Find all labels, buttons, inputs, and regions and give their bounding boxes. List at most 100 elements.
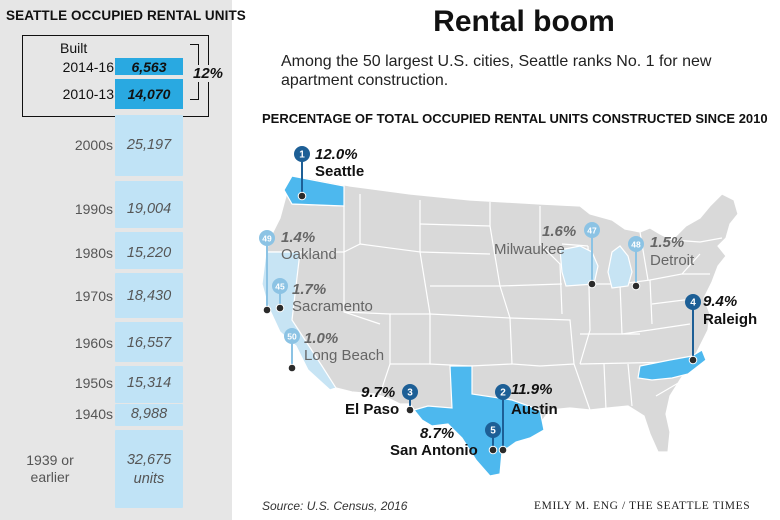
bar-value-1939-or-earlier: 32,675 xyxy=(126,452,172,468)
category-2014-16: 2014-16 xyxy=(62,59,114,75)
category-1990s: 1990s xyxy=(74,201,113,217)
city-dot-1 xyxy=(498,445,508,455)
rank-number-7: 48 xyxy=(631,240,641,250)
bar-value-2014-16: 6,563 xyxy=(131,59,167,75)
rank-badge-4 xyxy=(485,422,501,438)
city-dot-5 xyxy=(275,303,285,313)
name-sanantonio: San Antonio xyxy=(390,442,478,459)
credit-line: EMILY M. ENG / THE SEATTLE TIMES xyxy=(534,500,751,512)
source-note: Source: U.S. Census, 2016 xyxy=(262,499,408,513)
rank-number-2: 3 xyxy=(407,388,413,399)
city-dot-2 xyxy=(405,405,415,415)
pct-elpaso: 9.7% xyxy=(361,384,396,401)
pct-raleigh: 9.4% xyxy=(703,293,738,310)
label-milwaukee: 1.6% xyxy=(542,223,576,240)
name-oakland: Oakland xyxy=(281,246,337,263)
recent-share-label: 12% xyxy=(191,65,226,82)
label-seattle: 12.0% xyxy=(315,146,358,163)
label-elpaso: 9.7% xyxy=(361,384,395,401)
rank-number-3: 4 xyxy=(690,298,696,309)
bar-value-1950s: 15,314 xyxy=(126,375,172,391)
city-dot-4 xyxy=(488,445,498,455)
rank-badge-0 xyxy=(294,146,310,162)
pct-sanantonio: 8.7% xyxy=(420,425,455,442)
bar-1970s xyxy=(115,273,183,318)
rank-number-4: 5 xyxy=(490,426,496,437)
name-detroit: Detroit xyxy=(650,252,695,269)
pct-seattle: 12.0% xyxy=(315,146,358,163)
city-dot-3 xyxy=(688,355,698,365)
bar-1939-or-earlier xyxy=(115,430,183,508)
city-dot-9 xyxy=(287,363,297,373)
bar-unit-label: units xyxy=(133,471,165,487)
label-sacramento: 1.7% xyxy=(292,281,326,298)
pct-longbeach: 1.0% xyxy=(304,330,339,347)
rank-badge-7 xyxy=(628,236,644,252)
bar-value-1970s: 18,430 xyxy=(126,288,172,304)
name-sacramento: Sacramento xyxy=(292,298,373,315)
rank-badge-5 xyxy=(272,278,288,294)
bar-1940s xyxy=(115,404,183,426)
pct-milwaukee: 1.6% xyxy=(542,223,577,240)
bar-value-1980s: 15,220 xyxy=(126,245,172,261)
bar-1980s xyxy=(115,232,183,269)
rank-number-1: 2 xyxy=(500,388,506,399)
city-dot-6 xyxy=(587,279,597,289)
name-seattle: Seattle xyxy=(315,163,365,180)
rank-badge-8 xyxy=(259,230,275,246)
label-sanantonio: 8.7% xyxy=(420,425,454,442)
category-1980s: 1980s xyxy=(74,245,113,261)
label-raleigh: 9.4% xyxy=(703,293,737,310)
bar-2010-13 xyxy=(115,79,183,109)
label-austin: 11.9% xyxy=(511,381,552,398)
bar-1960s xyxy=(115,322,183,362)
bar-1990s xyxy=(115,181,183,228)
bar-value-1990s: 19,004 xyxy=(126,201,172,217)
rank-number-6: 47 xyxy=(587,226,597,236)
north-carolina-state xyxy=(637,349,707,381)
built-label: Built xyxy=(60,40,88,56)
name-elpaso: El Paso xyxy=(345,401,400,418)
bar-value-1960s: 16,557 xyxy=(126,335,172,351)
category-1950s: 1950s xyxy=(74,375,113,391)
texas-state xyxy=(412,365,545,477)
pct-austin: 11.9% xyxy=(511,381,553,398)
rank-badge-1 xyxy=(495,384,511,400)
rank-number-5: 45 xyxy=(275,282,285,292)
rank-badge-9 xyxy=(284,328,300,344)
bar-value-2010-13: 14,070 xyxy=(127,86,171,102)
category-1970s: 1970s xyxy=(74,288,113,304)
rank-badge-6 xyxy=(584,222,600,238)
pct-oakland: 1.4% xyxy=(281,229,316,246)
bar-2000s xyxy=(115,115,183,176)
bar-1950s xyxy=(115,366,183,403)
wisconsin-state xyxy=(559,245,599,287)
category-1960s: 1960s xyxy=(74,335,113,351)
michigan-state xyxy=(607,245,633,289)
name-raleigh: Raleigh xyxy=(703,311,758,328)
city-dot-0 xyxy=(297,191,307,201)
category-2000s: 2000s xyxy=(74,137,113,153)
category-1939-or-earlier: 1939 or earlier xyxy=(26,452,74,485)
pct-sacramento: 1.7% xyxy=(292,281,327,298)
bar-value-1940s: 8,988 xyxy=(130,406,168,422)
rank-number-8: 49 xyxy=(262,234,272,244)
rank-number-9: 50 xyxy=(287,332,297,342)
bar-chart-title: SEATTLE OCCUPIED RENTAL UNITS xyxy=(6,8,246,23)
name-milwaukee: Milwaukee xyxy=(494,241,565,258)
name-austin: Austin xyxy=(511,401,558,418)
rank-number-0: 1 xyxy=(299,150,305,161)
seattle-units-panel: SEATTLE OCCUPIED RENTAL UNITS Built 6,56… xyxy=(0,0,246,520)
pct-detroit: 1.5% xyxy=(650,234,685,251)
name-longbeach: Long Beach xyxy=(304,347,385,364)
bar-value-2000s: 25,197 xyxy=(126,137,172,153)
bar-2014-16 xyxy=(115,58,183,75)
page-subtitle: Among the 50 largest U.S. cities, Seattl… xyxy=(281,53,712,89)
city-dot-8 xyxy=(262,305,272,315)
label-longbeach: 1.0% xyxy=(304,330,338,347)
map-heading: PERCENTAGE OF TOTAL OCCUPIED RENTAL UNIT… xyxy=(262,111,768,126)
page-title: Rental boom xyxy=(433,5,615,38)
washington-state xyxy=(283,175,345,207)
